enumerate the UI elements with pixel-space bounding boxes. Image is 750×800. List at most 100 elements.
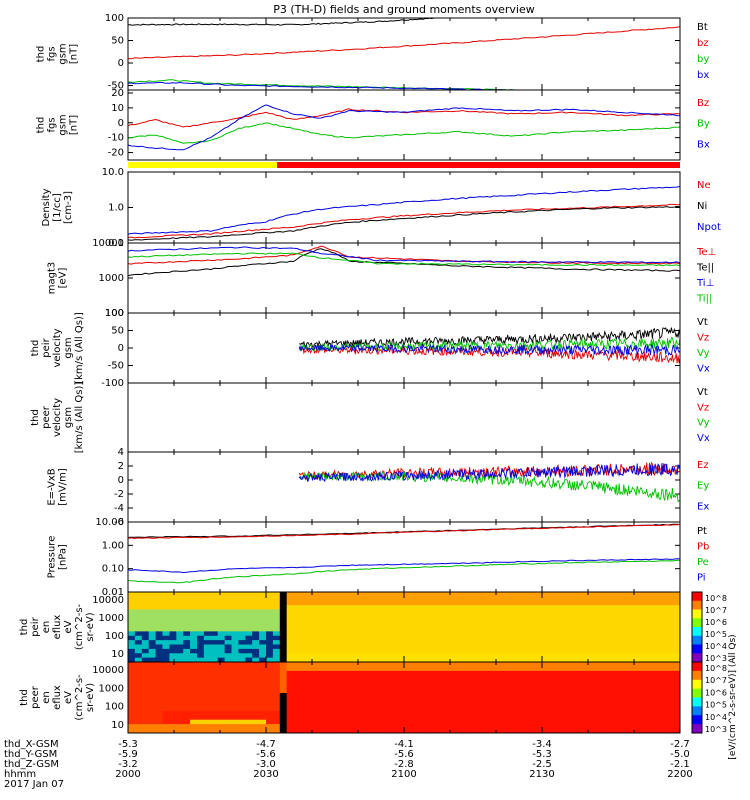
heatmap-cell [652, 684, 660, 690]
heatmap-cell [141, 640, 150, 645]
heatmap-cell [162, 622, 170, 628]
heatmap-cell [548, 600, 557, 606]
heatmap-cell [569, 662, 577, 667]
heatmap-cell [376, 618, 384, 624]
heatmap-cell [624, 627, 633, 632]
mode-bar-segment [277, 162, 680, 168]
heatmap-cell [410, 679, 419, 685]
heatmap-cell [328, 627, 336, 632]
heatmap-cell [169, 675, 177, 681]
heatmap-cell [535, 662, 543, 667]
y-axis-label: eV [63, 620, 74, 633]
heatmap-cell [238, 670, 246, 676]
heatmap-cell [286, 657, 295, 663]
heatmap-cell [576, 724, 584, 730]
legend-item: Pe [697, 557, 709, 568]
heatmap-cell [493, 701, 502, 707]
heatmap-cell [617, 592, 626, 597]
heatmap-cell [203, 644, 212, 650]
heatmap-cell [376, 657, 384, 663]
heatmap-cell [624, 715, 633, 721]
heatmap-cell [321, 688, 329, 694]
heatmap-cell [383, 635, 391, 641]
heatmap-cell [238, 631, 246, 637]
y-axis-label: fgs [47, 46, 58, 61]
heatmap-cell [417, 662, 426, 667]
heatmap-cell [410, 657, 419, 663]
heatmap-cell [597, 670, 605, 676]
heatmap-cell [272, 596, 281, 602]
heatmap-cell [590, 631, 598, 637]
heatmap-cell [272, 684, 281, 690]
heatmap-cell [259, 706, 267, 712]
heatmap-cell [666, 605, 674, 610]
heatmap-cell [217, 640, 226, 645]
heatmap-cell [493, 684, 502, 690]
heatmap-cell [569, 605, 577, 610]
heatmap-cell [624, 675, 633, 681]
heatmap-cell [231, 600, 239, 606]
heatmap-cell [369, 592, 377, 597]
heatmap-cell [210, 710, 219, 716]
heatmap-cell [162, 600, 170, 606]
heatmap-cell [521, 666, 529, 672]
heatmap-cell [238, 613, 246, 619]
heatmap-cell [624, 701, 633, 707]
heatmap-cell [459, 706, 467, 712]
heatmap-cell [286, 715, 295, 721]
heatmap-cell [155, 613, 163, 619]
heatmap-cell [479, 613, 488, 619]
heatmap-cell [590, 609, 598, 615]
heatmap-cell [604, 706, 612, 712]
heatmap-cell [555, 635, 564, 641]
heatmap-cell [404, 662, 412, 667]
heatmap-cell [445, 648, 453, 654]
heatmap-cell [569, 684, 577, 690]
heatmap-cell [673, 688, 681, 694]
heatmap-cell [128, 600, 136, 606]
heatmap-cell [486, 596, 495, 602]
heatmap-cell [203, 693, 212, 698]
heatmap-cell [286, 701, 295, 707]
heatmap-cell [245, 653, 253, 659]
heatmap-cell [404, 644, 412, 650]
heatmap-cell [355, 684, 364, 690]
heatmap-cell [369, 679, 377, 685]
heatmap-cell [238, 605, 246, 610]
heatmap-cell [666, 719, 674, 725]
heatmap-cell [597, 600, 605, 606]
heatmap-cell [279, 706, 288, 712]
heatmap-cell [514, 693, 522, 698]
heatmap-cell [176, 675, 184, 681]
heatmap-cell [134, 648, 143, 654]
heatmap-cell [673, 640, 681, 645]
heatmap-cell [404, 596, 412, 602]
heatmap-cell [369, 670, 377, 676]
heatmap-cell [645, 627, 653, 632]
y-axis-label: [mV/m] [58, 468, 69, 506]
y-axis-label: [1/cc] [52, 193, 63, 222]
heatmap-cell [542, 622, 550, 628]
heatmap-cell [335, 675, 343, 681]
heatmap-cell [583, 706, 591, 712]
heatmap-cell [548, 662, 557, 667]
heatmap-cell [217, 693, 226, 698]
heatmap-cell [548, 666, 557, 672]
heatmap-cell [562, 618, 571, 624]
y-axis-label: eflux [52, 615, 63, 640]
heatmap-cell [224, 613, 232, 619]
heatmap-cell [369, 719, 377, 725]
heatmap-cell [128, 627, 136, 632]
heatmap-cell [224, 657, 232, 663]
heatmap-cell [341, 600, 350, 606]
heatmap-cell [224, 605, 232, 610]
heatmap-cell [162, 596, 170, 602]
heatmap-cell [383, 710, 391, 716]
heatmap-cell [542, 697, 550, 703]
heatmap-cell [611, 627, 619, 632]
heatmap-cell [673, 706, 681, 712]
heatmap-cell [638, 688, 646, 694]
heatmap-cell [535, 724, 543, 730]
heatmap-cell [217, 706, 226, 712]
heatmap-cell [590, 592, 598, 597]
